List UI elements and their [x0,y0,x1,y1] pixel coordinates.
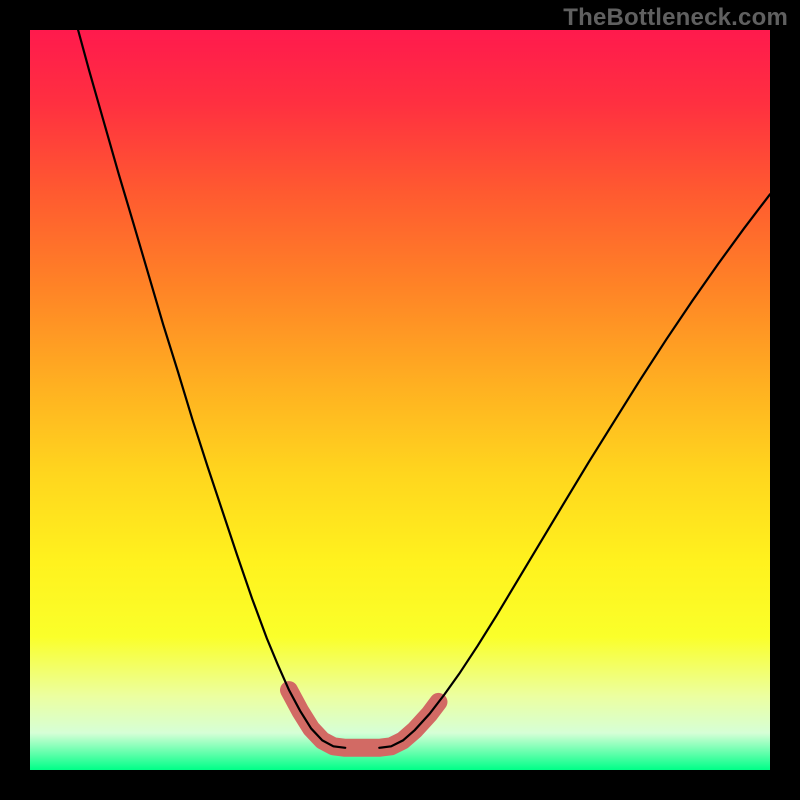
bottleneck-curve-right [379,194,770,748]
plot-area [30,30,770,770]
watermark-text: TheBottleneck.com [563,4,788,32]
bottleneck-curve-left [78,30,345,748]
curve-layer [30,30,770,770]
chart-container: TheBottleneck.com [0,0,800,800]
valley-highlight-path [289,690,438,748]
